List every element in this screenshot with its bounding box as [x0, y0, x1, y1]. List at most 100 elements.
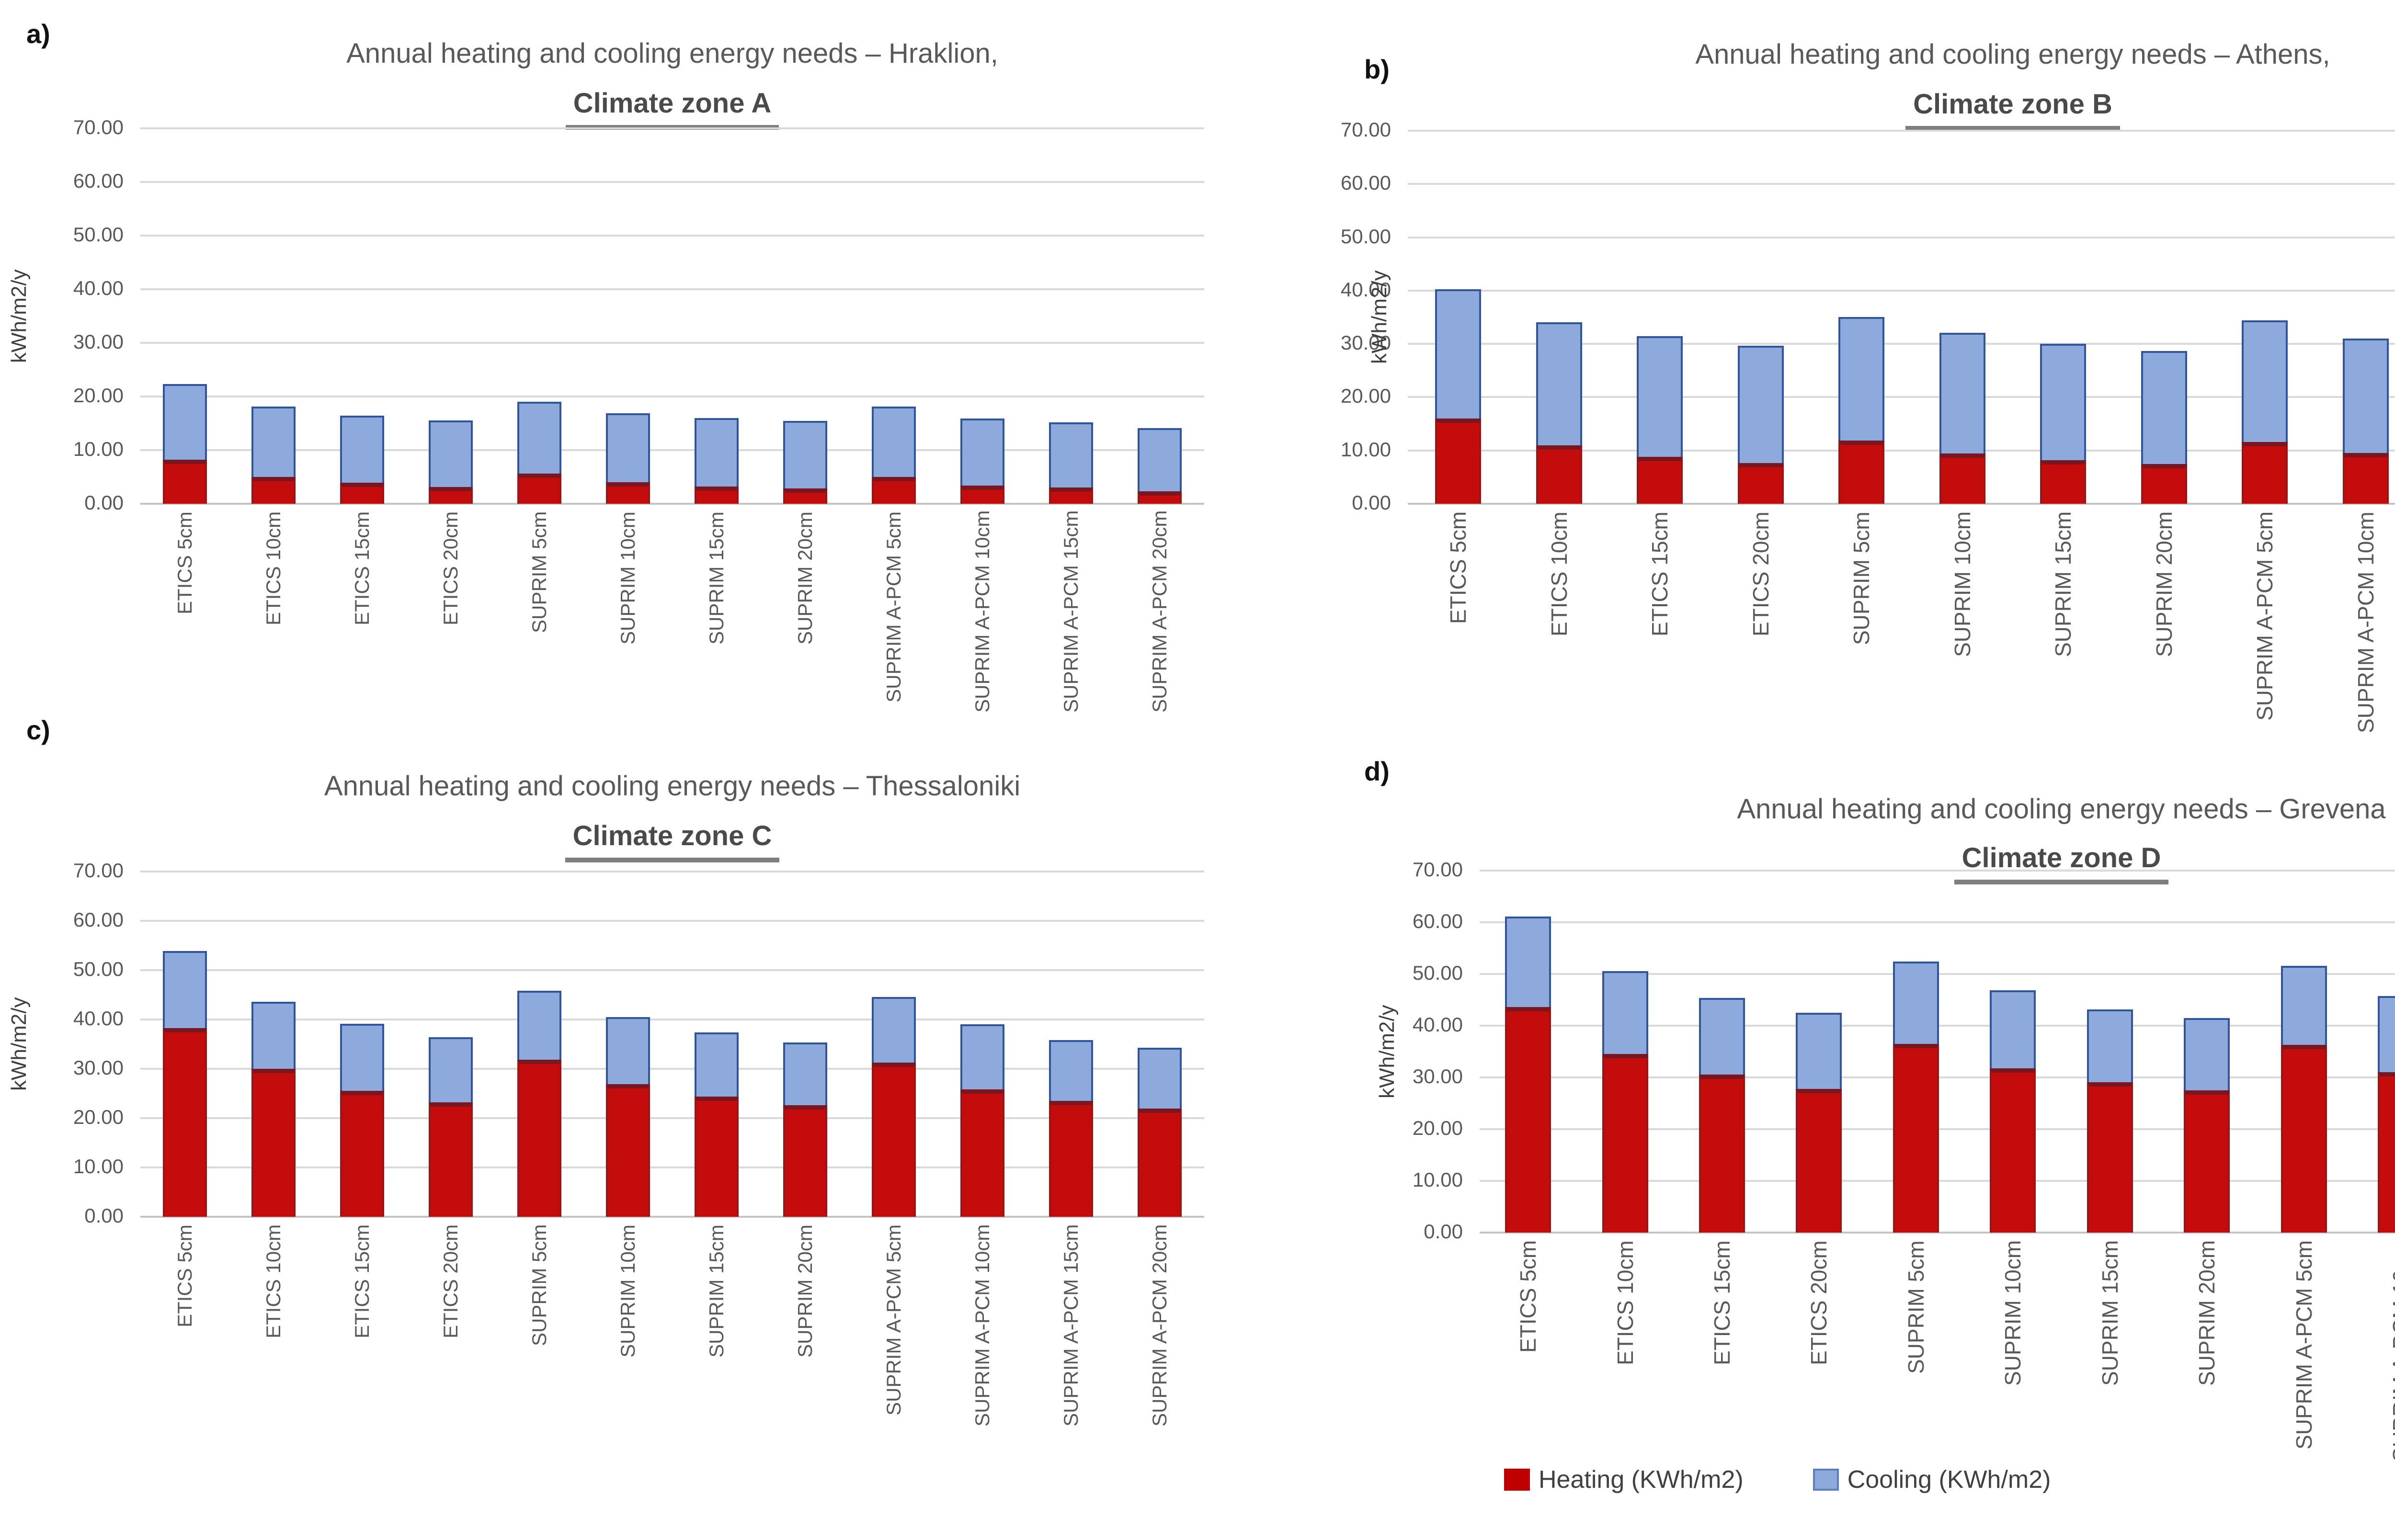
- y-axis-tick-label: 20.00: [1340, 385, 1391, 408]
- bar-slot: [495, 872, 583, 1217]
- stacked-bar-suprim-a-pcm-5cm: [2242, 320, 2288, 504]
- plot-area: [140, 127, 1204, 505]
- x-axis-category-label: SUPRIM 10cm: [616, 511, 639, 645]
- stacked-bar-etics-5cm: [162, 951, 207, 1217]
- heating-segment: [1737, 463, 1784, 504]
- bar-slot: [1964, 871, 2061, 1233]
- x-label-slot: SUPRIM A-PCM 10cm: [938, 1224, 1027, 1454]
- gridline-70: [1408, 130, 2395, 132]
- stacked-bar-suprim-a-pcm-10cm: [2378, 996, 2395, 1233]
- chart-subtitle: Climate zone C: [140, 820, 1204, 862]
- heating-segment: [1435, 419, 1482, 504]
- x-axis-labels: ETICS 5cm ETICS 10cm ETICS 15cm ETICS 20cm S…: [140, 1224, 1204, 1454]
- heating-segment: [783, 1105, 828, 1217]
- gridline-20: [140, 396, 1204, 397]
- bar-slot: [761, 128, 850, 504]
- bar-slot: [1811, 131, 1912, 504]
- x-label-slot: SUPRIM A-PCM 20cm: [1116, 510, 1204, 713]
- x-label-slot: SUPRIM 10cm: [1964, 1240, 2061, 1465]
- x-axis-category-label: SUPRIM A-PCM 10cm: [971, 1224, 994, 1427]
- stacked-bar-suprim-20cm: [2141, 351, 2187, 504]
- cooling-segment: [2087, 1009, 2133, 1082]
- bar-slot: [1576, 871, 1673, 1233]
- heating-segment: [1049, 1101, 1094, 1217]
- x-axis-category-label: SUPRIM 15cm: [2051, 511, 2076, 657]
- chart-title: Annual heating and cooling energy needs …: [346, 38, 998, 69]
- cooling-segment: [960, 419, 1005, 486]
- panel-letter: c): [26, 715, 50, 745]
- y-axis-tick-label: 60.00: [73, 170, 124, 192]
- y-axis-tick-label: 60.00: [73, 908, 124, 931]
- gridline-0: [1408, 503, 2395, 505]
- stacked-bar-suprim-a-pcm-20cm: [1138, 428, 1182, 504]
- x-axis-category-label: SUPRIM A-PCM 10cm: [2353, 511, 2378, 733]
- y-axis-tick-label: 20.00: [1412, 1117, 1463, 1139]
- cooling-segment: [1505, 917, 1551, 1007]
- heating-segment: [1796, 1089, 1842, 1233]
- heating-segment: [162, 1028, 207, 1217]
- heating-segment: [1990, 1068, 2036, 1233]
- panel-climate-zone-d: d) Annual heating and cooling energy nee…: [1341, 718, 2395, 1540]
- stacked-bar-etics-15cm: [340, 416, 384, 504]
- x-axis-category-label: SUPRIM A-PCM 5cm: [882, 511, 905, 703]
- x-label-slot: SUPRIM 5cm: [495, 1224, 583, 1454]
- x-label-slot: SUPRIM 20cm: [2114, 511, 2215, 746]
- cooling-segment: [605, 413, 650, 482]
- x-axis-category-label: ETICS 5cm: [173, 1224, 196, 1327]
- bar-slot: [1770, 871, 1867, 1233]
- x-label-slot: SUPRIM A-PCM 10cm: [2315, 511, 2395, 746]
- stacked-bar-suprim-10cm: [605, 1017, 650, 1217]
- x-axis-category-label: ETICS 20cm: [1806, 1240, 1832, 1365]
- gridline-50: [140, 235, 1204, 237]
- gridline-30: [140, 342, 1204, 344]
- gridline-60: [140, 181, 1204, 183]
- y-axis-tick-label: 10.00: [1412, 1168, 1463, 1191]
- heating-segment: [340, 1091, 384, 1217]
- bar-slot: [1711, 131, 1812, 504]
- x-label-slot: SUPRIM 20cm: [2158, 1240, 2255, 1465]
- stacked-bar-etics-15cm: [1637, 336, 1683, 504]
- cooling-segment: [2378, 996, 2395, 1072]
- stacked-bar-suprim-15cm: [695, 1032, 739, 1217]
- legend-item-heating: Heating (KWh/m2): [1504, 1465, 1744, 1494]
- stacked-bar-suprim-a-pcm-5cm: [872, 997, 916, 1217]
- gridline-0: [140, 503, 1204, 505]
- x-label-slot: ETICS 10cm: [229, 1224, 318, 1454]
- y-axis-tick-label: 40.00: [73, 1007, 124, 1030]
- x-axis-category-label: ETICS 5cm: [1516, 1240, 1541, 1353]
- cooling-segment: [1536, 322, 1582, 445]
- plot-area: [1408, 130, 2395, 505]
- x-axis-labels: ETICS 5cm ETICS 10cm ETICS 15cm ETICS 20cm S…: [1408, 511, 2395, 746]
- bar-slot: [406, 872, 495, 1217]
- x-axis-category-label: SUPRIM 10cm: [2000, 1240, 2026, 1386]
- heating-segment: [340, 483, 384, 504]
- cooling-segment: [2141, 351, 2187, 464]
- y-axis-tick-label: 70.00: [73, 859, 124, 882]
- cooling-segment: [1049, 1040, 1094, 1101]
- heating-segment: [960, 1089, 1005, 1217]
- heating-segment: [695, 1097, 739, 1217]
- bars-container: [1480, 871, 2395, 1233]
- heating-segment: [1602, 1054, 1648, 1233]
- cooling-segment: [162, 384, 207, 460]
- heating-segment: [872, 477, 916, 504]
- x-label-slot: ETICS 15cm: [1674, 1240, 1770, 1465]
- x-axis-category-label: SUPRIM 20cm: [794, 511, 817, 645]
- x-label-slot: SUPRIM 10cm: [583, 1224, 672, 1454]
- heating-segment: [1893, 1044, 1939, 1233]
- y-axis-title: kWh/m2/y: [7, 269, 31, 363]
- x-axis-category-label: SUPRIM A-PCM 20cm: [1148, 510, 1171, 713]
- cooling-segment: [428, 1037, 473, 1102]
- x-axis-category-label: SUPRIM 20cm: [2194, 1240, 2220, 1386]
- cooling-segment: [1435, 289, 1482, 419]
- stacked-bar-suprim-20cm: [2184, 1018, 2230, 1233]
- cooling-segment: [695, 418, 739, 487]
- x-label-slot: SUPRIM A-PCM 20cm: [1116, 1224, 1204, 1454]
- y-axis-tick-label: 70.00: [73, 116, 124, 138]
- x-axis-category-label: ETICS 10cm: [1546, 511, 1572, 636]
- gridline-60: [1408, 183, 2395, 185]
- bar-slot: [2352, 871, 2395, 1233]
- y-axis-tick-label: 40.00: [1412, 1013, 1463, 1036]
- bar-slot: [1116, 872, 1204, 1217]
